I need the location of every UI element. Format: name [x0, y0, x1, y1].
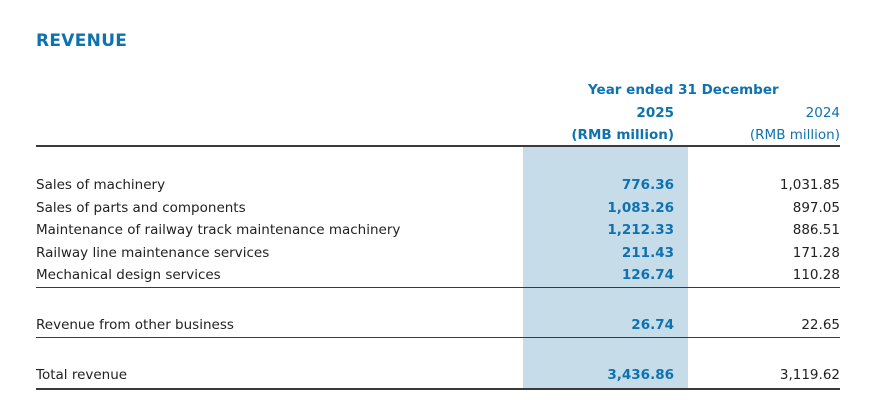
- total-rule: [36, 388, 840, 390]
- value-2025: 211.43: [621, 245, 674, 261]
- table-row: Mechanical design services 126.74 110.28: [36, 264, 840, 286]
- subtotal-rule: [36, 287, 840, 288]
- current-year-column-highlight: [523, 147, 688, 390]
- value-2024: 3,119.62: [779, 367, 840, 383]
- row-label: Railway line maintenance services: [36, 245, 270, 261]
- year-2025-header: 2025: [636, 105, 674, 121]
- period-header: Year ended 31 December: [588, 82, 779, 98]
- row-label: Mechanical design services: [36, 267, 221, 283]
- table-row: Maintenance of railway track maintenance…: [36, 219, 840, 241]
- row-label: Revenue from other business: [36, 317, 234, 333]
- value-2025: 1,212.33: [607, 222, 674, 238]
- value-2024: 1,031.85: [779, 177, 840, 193]
- section-title: REVENUE: [36, 31, 128, 51]
- value-2025: 776.36: [621, 177, 674, 193]
- row-label: Total revenue: [36, 367, 128, 383]
- value-2024: 22.65: [801, 317, 840, 333]
- table-row-total: Total revenue 3,436.86 3,119.62: [36, 364, 840, 386]
- value-2024: 897.05: [792, 200, 840, 216]
- row-label: Sales of machinery: [36, 177, 166, 193]
- row-label: Maintenance of railway track maintenance…: [36, 222, 401, 238]
- value-2024: 886.51: [792, 222, 840, 238]
- row-label: Sales of parts and components: [36, 200, 246, 216]
- value-2024: 171.28: [792, 245, 840, 261]
- other-rule: [36, 337, 840, 338]
- value-2025: 3,436.86: [607, 367, 674, 383]
- unit-2024-header: (RMB million): [749, 127, 840, 143]
- value-2025: 26.74: [631, 317, 674, 333]
- table-row: Railway line maintenance services 211.43…: [36, 242, 840, 264]
- value-2024: 110.28: [792, 267, 840, 283]
- header-rule: [36, 145, 840, 147]
- value-2025: 1,083.26: [607, 200, 674, 216]
- table-row: Sales of machinery 776.36 1,031.85: [36, 174, 840, 196]
- value-2025: 126.74: [621, 267, 674, 283]
- table-row-other-business: Revenue from other business 26.74 22.65: [36, 314, 840, 336]
- year-2024-header: 2024: [805, 105, 840, 121]
- table-row: Sales of parts and components 1,083.26 8…: [36, 197, 840, 219]
- unit-2025-header: (RMB million): [571, 127, 674, 143]
